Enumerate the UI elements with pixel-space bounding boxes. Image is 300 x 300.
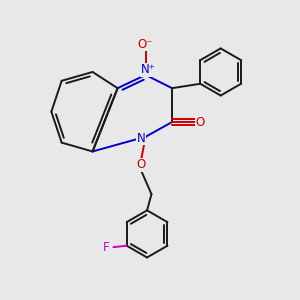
Text: N: N: [137, 132, 146, 145]
Text: N⁺: N⁺: [140, 63, 155, 76]
Text: O: O: [195, 116, 205, 128]
Text: F: F: [103, 241, 110, 254]
Text: O: O: [136, 158, 146, 171]
Text: O⁻: O⁻: [138, 38, 153, 50]
